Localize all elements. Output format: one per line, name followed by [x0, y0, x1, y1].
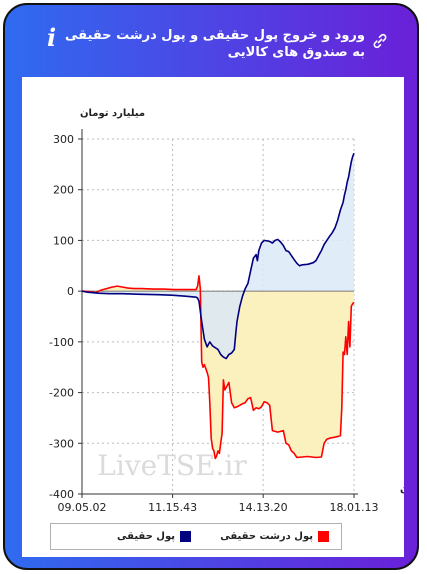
legend: پول حقیقی پول درشت حقیقی: [50, 523, 342, 550]
legend-label-big: پول درشت حقیقی: [220, 531, 313, 542]
area-big-money: [82, 275, 354, 459]
legend-swatch-big: [318, 531, 329, 542]
card-header: i ورود و خروج پول حقیقی و پول درشت حقیقی…: [5, 5, 417, 77]
y-tick-label-6: -300: [49, 437, 74, 450]
legend-label-real: پول حقیقی: [117, 531, 175, 542]
chart-title: ورود و خروج پول حقیقی و پول درشت حقیقی ب…: [65, 28, 365, 60]
y-tick-label-7: -400: [49, 488, 74, 501]
legend-item-real[interactable]: پول حقیقی: [81, 529, 191, 545]
series-line-real-money: [81, 152, 355, 360]
x-tick-label-0: 09.05.02: [58, 501, 107, 514]
link-icon[interactable]: [372, 33, 388, 49]
area-real-money: [82, 153, 354, 359]
series-line-big-money: [81, 275, 355, 460]
x-tick-label-3: 18.01.13: [330, 501, 379, 514]
x-axis-title: زمان: [400, 484, 404, 495]
legend-swatch-real: [180, 531, 191, 542]
chart-card: i ورود و خروج پول حقیقی و پول درشت حقیقی…: [3, 3, 419, 570]
y-tick-label-1: 200: [53, 184, 74, 197]
chart-panel: 300 200 100 0 -100 -200 -300 -400 09.05.02 11.15.…: [22, 77, 404, 557]
x-tick-label-1: 11.15.43: [148, 501, 197, 514]
y-axis-title: میلیارد تومان: [80, 108, 145, 119]
x-tick-label-2: 14.13.20: [239, 501, 288, 514]
info-icon[interactable]: i: [47, 23, 57, 52]
y-tick-label-0: 300: [53, 133, 74, 146]
watermark: LiveTSE.ir: [97, 449, 247, 482]
y-tick-label-5: -200: [49, 387, 74, 400]
y-tick-label-2: 100: [53, 234, 74, 247]
y-tick-label-3: 0: [67, 285, 74, 298]
y-tick-label-4: -100: [49, 336, 74, 349]
legend-item-big[interactable]: پول درشت حقیقی: [201, 529, 329, 545]
